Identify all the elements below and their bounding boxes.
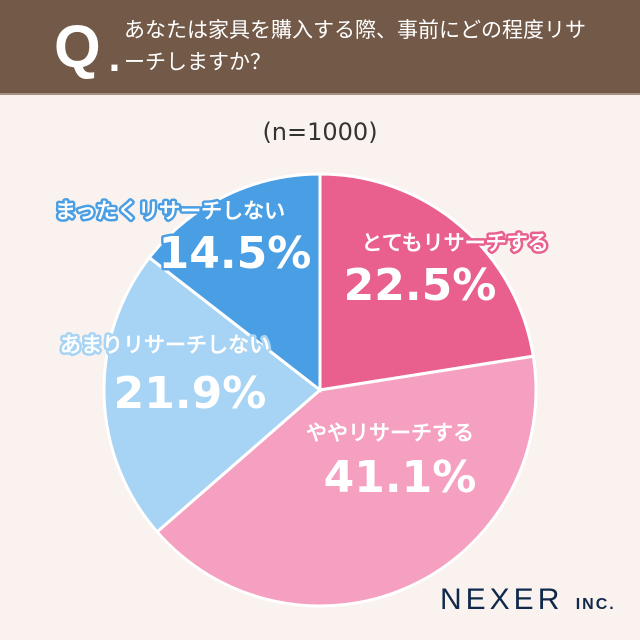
slice-label: まったくリサーチしない [55, 199, 285, 223]
nexer-logo: NEXER INC. [440, 583, 616, 617]
pie-slice [102, 255, 323, 534]
slice-label: ややリサーチする [306, 421, 474, 445]
slice-label: あまりリサーチしない [60, 333, 270, 357]
question-header: Q . あなたは家具を購入する際、事前にどの程度リサーチしますか？ [0, 0, 640, 95]
logo-name: NEXER [440, 583, 564, 616]
slice-value: 22.5% [344, 260, 497, 311]
pie-slice [154, 354, 538, 608]
sample-size: (n=1000) [262, 118, 378, 146]
slice-value: 21.9% [114, 368, 267, 419]
pie-slice [147, 172, 322, 394]
slice-value: 14.5% [159, 228, 312, 279]
q-dot: . [108, 40, 121, 80]
question-title: あなたは家具を購入する際、事前にどの程度リサーチしますか？ [124, 18, 586, 74]
slice-value: 41.1% [324, 452, 477, 503]
logo-suffix: INC. [575, 596, 616, 613]
slice-label: とてもリサーチする [361, 231, 548, 255]
q-mark: Q [54, 13, 101, 80]
pie-slice [318, 172, 536, 392]
